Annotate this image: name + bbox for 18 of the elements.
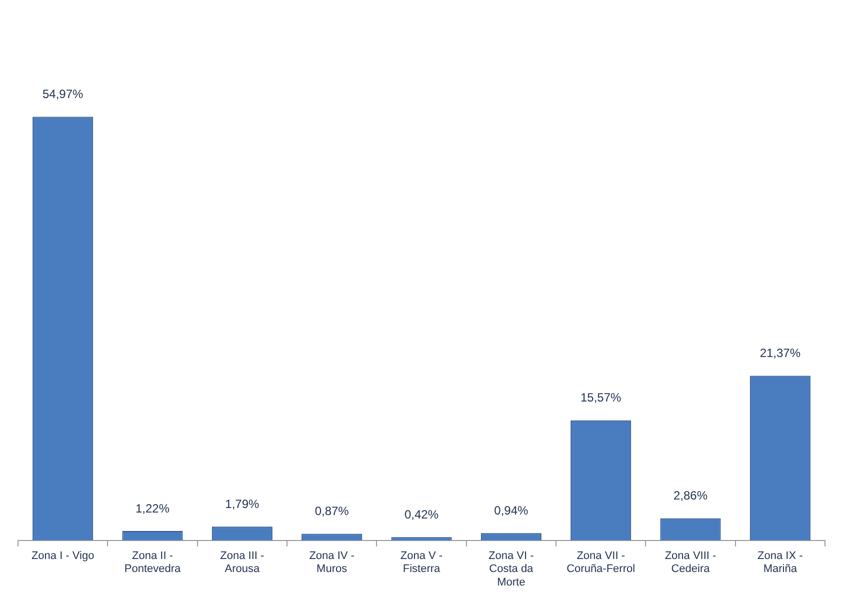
x-tick-label: Zona VI - Costa da Morte [488,550,534,588]
data-label: 0,87% [314,504,350,518]
x-tick-label: Zona II - Pontevedra [124,550,182,576]
x-tick-label: Zona I - Vigo [31,550,94,562]
x-tick-label: Zona VII - Coruña-Ferrol [566,550,636,576]
x-tick-label: Zona IX - Mariña [758,550,804,576]
data-label: 54,97% [42,87,84,102]
data-label: 0,42% [404,507,439,522]
data-label: 21,37% [760,346,801,360]
data-label: 0,94% [494,503,529,518]
x-tick-label: Zona V - Fisterra [400,550,443,576]
x-tick-label: Zona III - Arousa [220,550,265,576]
data-label: 2,86% [673,488,708,503]
x-tick-label: Zona IV - Muros [309,550,355,576]
data-label: 15,57% [580,390,622,405]
x-tick-label: Zona VIII - Cedeira [664,550,717,576]
data-label: 1,79% [225,496,260,511]
data-label: 1,22% [135,501,170,516]
